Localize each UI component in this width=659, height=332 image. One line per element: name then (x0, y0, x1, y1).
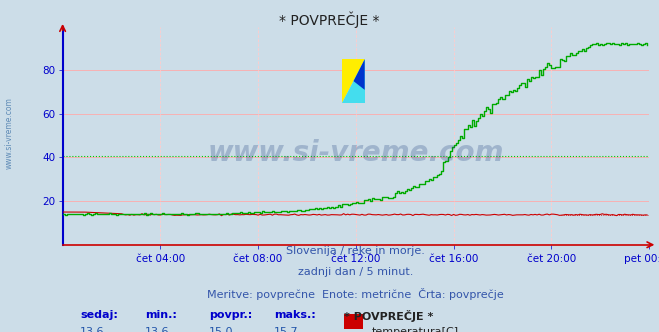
Text: 13,6: 13,6 (145, 327, 169, 332)
Text: * POVPREČJE *: * POVPREČJE * (279, 12, 380, 28)
Text: 13,6: 13,6 (80, 327, 105, 332)
Bar (344, 313, 363, 329)
Text: sedaj:: sedaj: (80, 310, 118, 320)
Text: Slovenija / reke in morje.: Slovenija / reke in morje. (287, 246, 425, 256)
Polygon shape (343, 59, 364, 103)
Text: * POVPREČJE *: * POVPREČJE * (344, 310, 434, 322)
Text: www.si-vreme.com: www.si-vreme.com (5, 97, 14, 169)
Text: temperatura[C]: temperatura[C] (372, 327, 459, 332)
Text: 15,0: 15,0 (210, 327, 234, 332)
Text: Meritve: povprečne  Enote: metrične  Črta: povprečje: Meritve: povprečne Enote: metrične Črta:… (208, 289, 504, 300)
Text: min.:: min.: (145, 310, 177, 320)
Polygon shape (343, 59, 364, 103)
Text: zadnji dan / 5 minut.: zadnji dan / 5 minut. (298, 267, 414, 278)
Text: povpr.:: povpr.: (210, 310, 252, 320)
Text: maks.:: maks.: (273, 310, 316, 320)
Polygon shape (353, 59, 364, 90)
Text: 15,7: 15,7 (273, 327, 299, 332)
Text: www.si-vreme.com: www.si-vreme.com (208, 139, 504, 167)
